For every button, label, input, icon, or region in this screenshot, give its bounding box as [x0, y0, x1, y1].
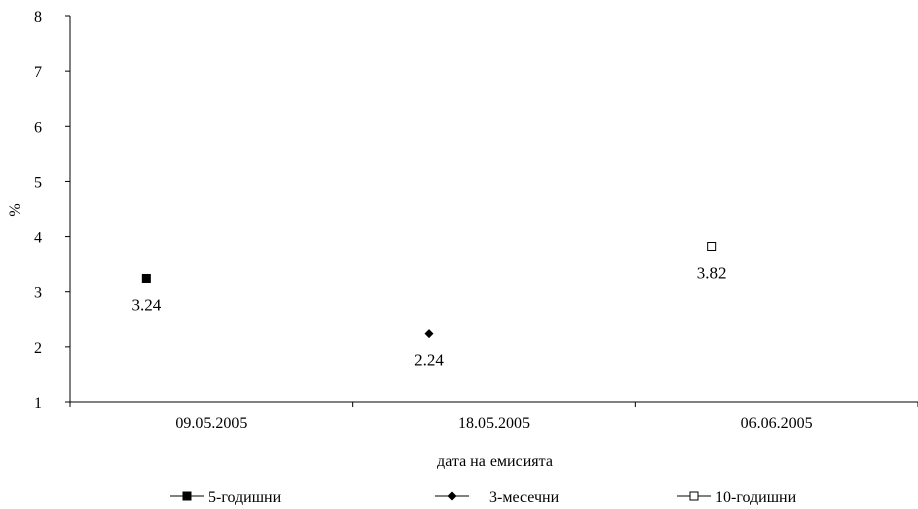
- y-tick-label: 8: [34, 9, 42, 26]
- legend: 5-годишни 3-месечни 10-годишни: [170, 489, 797, 506]
- legend-item: 10-годишни: [677, 489, 797, 506]
- y-tick-label: 6: [34, 119, 42, 136]
- legend-marker: [447, 491, 457, 501]
- y-tick-label: 5: [34, 174, 42, 191]
- x-tick-label: 09.05.2005: [175, 415, 247, 432]
- legend-marker: [689, 491, 699, 501]
- x-tick-label: 18.05.2005: [458, 415, 530, 432]
- x-axis-title: дата на емисията: [437, 453, 553, 470]
- y-axis-title: %: [7, 203, 24, 216]
- data-point: [424, 329, 434, 339]
- legend-label: 3-месечни: [489, 489, 560, 506]
- x-tick-label: 06.06.2005: [741, 415, 813, 432]
- legend-item: 5-годишни: [170, 489, 282, 506]
- data-label: 2.24: [414, 351, 444, 370]
- y-tick-label: 3: [34, 285, 42, 302]
- y-tick-label: 4: [34, 230, 42, 247]
- axes: [69, 16, 918, 403]
- y-axis-ticks: 1 2 3 4 5 6 7 8: [34, 9, 70, 412]
- legend-label: 5-годишни: [208, 489, 282, 506]
- legend-item: 3-месечни: [435, 489, 560, 506]
- y-tick-label: 7: [34, 64, 42, 81]
- x-axis-ticks: 09.05.2005 18.05.2005 06.06.2005: [69, 402, 918, 432]
- legend-marker: [182, 491, 192, 501]
- data-points: 3.24 2.24 3.82: [131, 241, 727, 370]
- y-tick-label: 2: [34, 340, 42, 357]
- data-point: [707, 241, 717, 251]
- data-label: 3.82: [697, 263, 727, 282]
- data-point: [141, 273, 151, 283]
- y-tick-label: 1: [34, 395, 42, 412]
- data-label: 3.24: [131, 295, 161, 314]
- legend-label: 10-годишни: [715, 489, 797, 506]
